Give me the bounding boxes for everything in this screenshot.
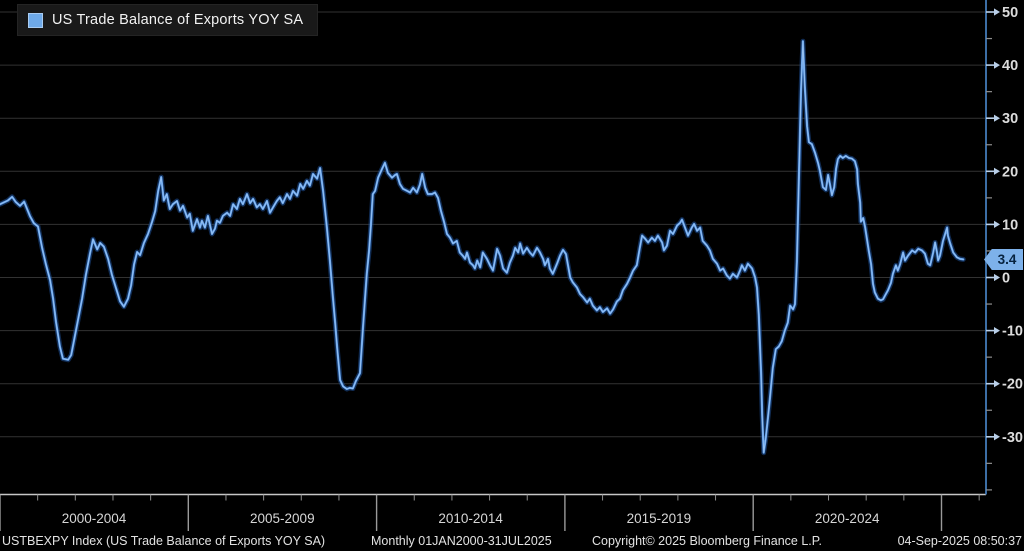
y-tick-arrow-icon <box>994 167 1000 175</box>
y-axis-label: 10 <box>1002 217 1018 233</box>
footer-periodicity-label: Monthly 01JAN2000-31JUL2025 <box>371 534 552 548</box>
y-axis-label: -10 <box>1002 324 1023 340</box>
y-tick-arrow-icon <box>994 114 1000 122</box>
x-axis-period-label: 2005-2009 <box>250 511 315 526</box>
y-axis-label: 0 <box>1002 271 1010 287</box>
footer-timestamp-label: 04-Sep-2025 08:50:37 <box>897 534 1022 548</box>
price-chart-plot-area[interactable]: 50 40 30 20 10 0 -10 -20 -30 <box>0 0 1024 532</box>
last-value-tag[interactable]: 3.4 <box>984 249 1023 270</box>
x-axis-period-label: 2020-2024 <box>814 511 880 526</box>
y-tick-arrow-icon <box>994 433 1000 441</box>
x-axis-period-label: 2000-2004 <box>61 511 127 526</box>
status-bar: USTBEXPY Index (US Trade Balance of Expo… <box>0 532 1024 551</box>
x-axis-period-label: 2010-2014 <box>438 511 503 526</box>
footer-copyright-label: Copyright© 2025 Bloomberg Finance L.P. <box>592 534 822 548</box>
y-tick-arrow-icon <box>994 273 1000 282</box>
series-legend-label: US Trade Balance of Exports YOY SA <box>52 12 304 28</box>
y-axis-label: 30 <box>1002 111 1018 127</box>
y-axis-label: -30 <box>1002 430 1023 446</box>
series-color-swatch-icon <box>28 12 43 28</box>
y-tick-arrow-icon <box>994 220 1000 228</box>
footer-index-label: USTBEXPY Index (US Trade Balance of Expo… <box>2 534 326 548</box>
x-axis-period-label: 2015-2019 <box>626 511 692 526</box>
y-tick-arrow-icon <box>994 327 1000 335</box>
y-axis-label: 20 <box>1002 164 1018 180</box>
y-axis-label: -20 <box>1002 377 1023 393</box>
legend-item[interactable]: US Trade Balance of Exports YOY SA <box>17 4 319 36</box>
y-axis-label: 40 <box>1002 58 1018 74</box>
y-axis-label: 50 <box>1002 5 1018 21</box>
y-tick-arrow-icon <box>994 8 1000 16</box>
x-axis-label-row: 2000-2004 2005-2009 2010-2014 2015-2019 2020… <box>0 511 986 531</box>
y-tick-arrow-icon <box>994 380 1000 388</box>
series-line-core <box>0 40 964 454</box>
y-tick-arrow-icon <box>994 61 1000 69</box>
series-line-glow <box>0 38 966 456</box>
